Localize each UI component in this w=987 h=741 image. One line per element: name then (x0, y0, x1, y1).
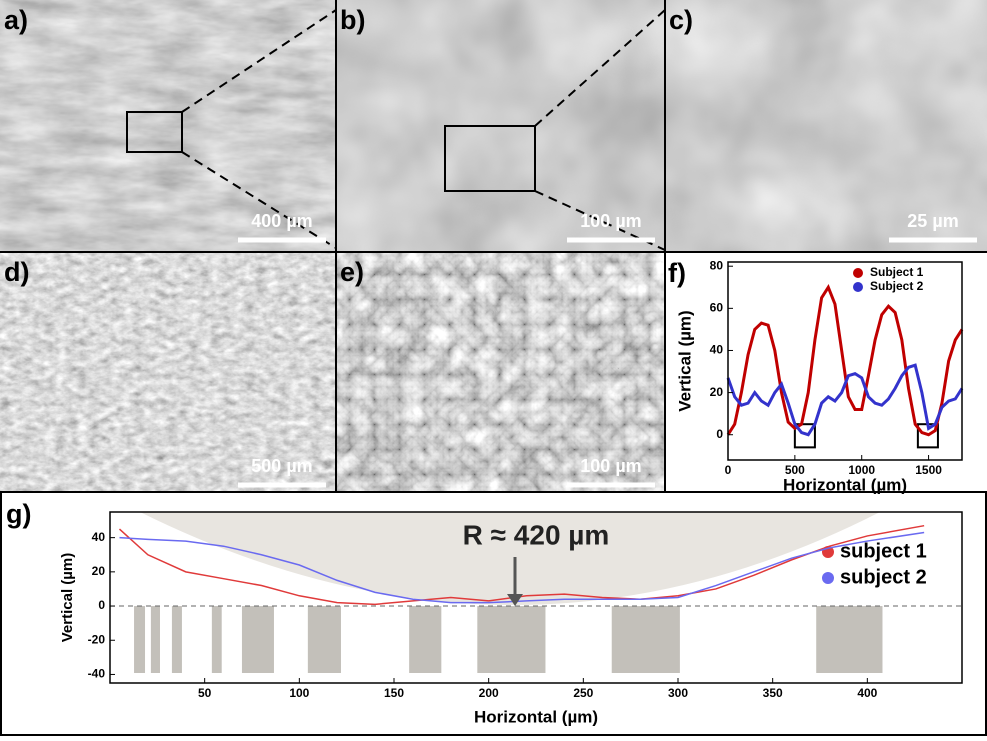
legend-marker (853, 282, 863, 292)
scale-bar-label: 400 µm (251, 211, 312, 231)
y-tick-label: 0 (98, 598, 105, 612)
y-tick-label: -20 (88, 632, 106, 646)
series-line (119, 531, 925, 604)
contact-band (241, 606, 274, 673)
contact-band (134, 606, 146, 673)
x-tick-label: 100 (289, 686, 309, 700)
scale-bar-label: 500 µm (251, 456, 312, 476)
x-tick-label: 250 (573, 686, 593, 700)
plot-frame (727, 261, 963, 461)
x-tick-label: 500 (785, 463, 805, 477)
panel-label: a) (4, 5, 28, 35)
y-axis-label: Vertical (µm) (59, 553, 76, 643)
panel-label: g) (6, 499, 31, 529)
x-tick-label: 300 (668, 686, 688, 700)
contact-band (611, 606, 680, 673)
contact-band (211, 606, 222, 673)
y-tick-label: 80 (710, 258, 724, 272)
zoom-lines (181, 9, 337, 249)
panel-borders (0, 0, 987, 497)
series-line (118, 524, 925, 606)
annotation-arrowhead (507, 594, 523, 606)
y-tick-label: 60 (710, 301, 724, 315)
zoom-box (126, 111, 183, 153)
plot-frame (109, 511, 963, 684)
contact-band (477, 606, 546, 673)
panel-label: e) (340, 257, 364, 287)
y-tick-label: 20 (710, 385, 724, 399)
highlight-box (793, 423, 816, 449)
x-tick-label: 1500 (915, 463, 942, 477)
legend-label: subject 1 (840, 540, 927, 562)
contact-band (816, 606, 883, 673)
panel-label: c) (669, 5, 693, 35)
y-tick-label: 40 (710, 343, 724, 357)
zoom-lines (534, 9, 666, 251)
x-tick-label: 200 (479, 686, 499, 700)
scale-bar-label: 25 µm (907, 211, 958, 231)
image-e (336, 252, 665, 497)
x-tick-label: 400 (857, 686, 877, 700)
legend-label: Subject 2 (870, 279, 924, 293)
contact-band (409, 606, 442, 673)
legend-label: subject 2 (840, 566, 927, 588)
image-a (0, 0, 336, 252)
y-tick-label: 20 (92, 564, 106, 578)
y-axis-label: Vertical (µm) (675, 310, 694, 411)
scale-bar-label: 100 µm (580, 211, 641, 231)
image-c (665, 0, 987, 252)
contact-band (171, 606, 182, 673)
zoom-box (444, 125, 536, 192)
y-tick-label: -40 (88, 667, 106, 681)
panel-label: d) (4, 257, 29, 287)
x-axis-label: Horizontal (µm) (783, 475, 907, 494)
sem-images (0, 0, 987, 497)
y-tick-label: 40 (92, 530, 106, 544)
series-line (726, 363, 964, 437)
legend-marker (822, 572, 834, 584)
series-line (726, 283, 964, 437)
curvature-circle (140, 512, 880, 605)
legend-marker (853, 268, 863, 278)
legend-label: Subject 1 (870, 265, 924, 279)
scale-bar-label: 100 µm (580, 456, 641, 476)
contact-band (307, 606, 341, 673)
x-tick-label: 350 (763, 686, 783, 700)
contact-band (150, 606, 160, 673)
x-tick-label: 0 (725, 463, 732, 477)
x-tick-label: 1000 (848, 463, 875, 477)
x-axis-label: Horizontal (µm) (474, 707, 598, 726)
panel-label: f) (668, 258, 686, 288)
panel-label: b) (340, 5, 365, 35)
x-tick-label: 50 (198, 686, 212, 700)
image-d (0, 252, 336, 497)
y-tick-label: 0 (716, 427, 723, 441)
annotation: R ≈ 420 µm (463, 519, 610, 550)
x-tick-label: 150 (384, 686, 404, 700)
